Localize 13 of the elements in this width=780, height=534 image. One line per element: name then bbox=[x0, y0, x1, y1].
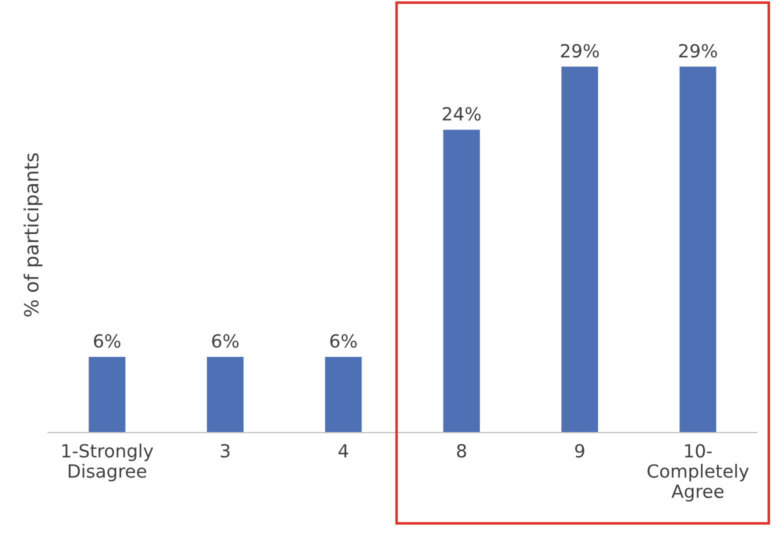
x-tick-label: 4 bbox=[338, 444, 348, 458]
x-tick-label: 3 bbox=[220, 444, 230, 458]
data-label: 29% bbox=[560, 44, 599, 58]
x-tick-label: 9 bbox=[575, 444, 584, 458]
x-tick-label: 1-Strongly Disagree bbox=[62, 444, 154, 482]
data-label: 29% bbox=[679, 44, 717, 58]
data-label: 6% bbox=[212, 334, 239, 348]
data-label: 24% bbox=[442, 107, 481, 121]
data-label: 6% bbox=[330, 334, 357, 348]
data-label: 6% bbox=[94, 334, 120, 348]
y-axis-title: % of participants bbox=[24, 153, 42, 317]
x-tick-label: 8 bbox=[457, 444, 466, 458]
x-tick-label: 10- Completely Agree bbox=[648, 444, 749, 502]
